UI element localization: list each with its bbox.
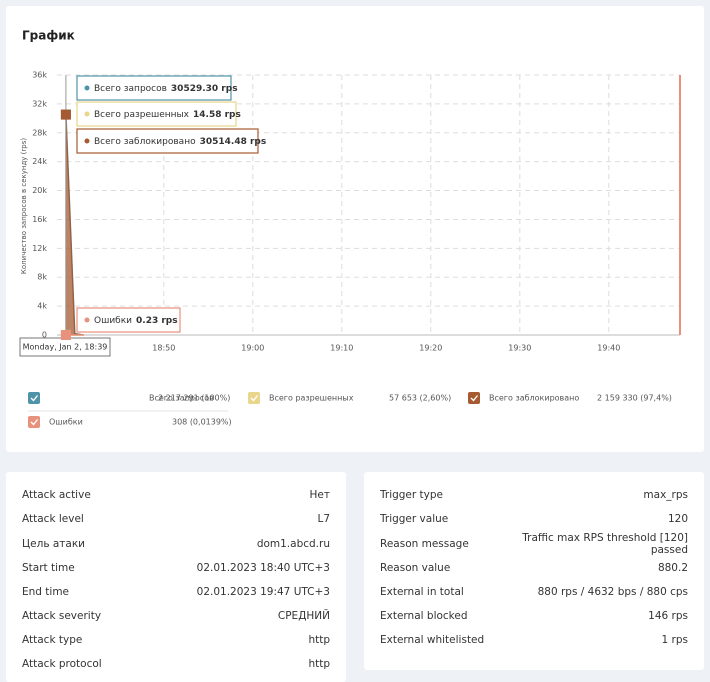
x-tick-label: 19:10 <box>330 344 353 353</box>
info-row: Attack active Нет <box>22 487 330 503</box>
info-row: Цель атаки dom1.abcd.ru <box>22 536 330 552</box>
info-row: Attack protocol http <box>22 656 330 672</box>
point-marker <box>61 330 71 340</box>
info-panel: Attack active Нет Attack level L7 Цель атаки… <box>6 472 346 682</box>
tooltip-name: Всего заблокировано <box>94 137 196 147</box>
tooltip-name: Всего разрешенных <box>94 110 190 120</box>
info-label: External whitelisted <box>380 634 484 646</box>
info-value: 880 rps / 4632 bps / 880 cps <box>538 586 688 598</box>
info-label: Start time <box>22 562 75 574</box>
tooltip-name: Ошибки <box>94 316 132 326</box>
legend-name: Всего заблокировано <box>489 394 579 403</box>
hover-label: Monday, Jan 2, 18:39 <box>23 343 108 352</box>
legend-total: 57 653 (2,60%) <box>389 394 451 403</box>
info-value: L7 <box>317 513 330 525</box>
tooltip-name: Всего запросов <box>94 84 167 94</box>
info-value: Нет <box>310 489 330 501</box>
legend-checkbox[interactable] <box>468 392 480 404</box>
info-value: 146 rps <box>648 610 688 622</box>
tooltip-value: 30529.30 rps <box>171 84 238 94</box>
legend-total: 2 159 330 (97,4%) <box>597 394 672 403</box>
y-tick-label: 20k <box>32 186 47 195</box>
info-value: 880.2 <box>658 562 688 574</box>
info-row: Attack level L7 <box>22 511 330 527</box>
info-value: max_rps <box>643 489 688 501</box>
info-row: Start time 02.01.2023 18:40 UTC+3 <box>22 560 330 576</box>
tooltip-dot <box>85 112 90 117</box>
tooltip-text: Ошибки 0.23 rps <box>94 316 178 326</box>
tooltip-value: 14.58 rps <box>193 110 241 120</box>
tooltip-dot <box>85 318 90 323</box>
legend-checkbox[interactable] <box>248 392 260 404</box>
info-label: Attack severity <box>22 610 101 622</box>
x-tick-label: 19:30 <box>508 344 531 353</box>
info-row: Attack type http <box>22 632 330 648</box>
info-label: Trigger type <box>380 489 443 501</box>
x-tick-label: 19:00 <box>241 344 264 353</box>
info-value: СРЕДНИЙ <box>278 610 330 622</box>
info-label: Reason message <box>380 538 469 550</box>
info-label: External blocked <box>380 610 468 622</box>
info-value: 02.01.2023 19:47 UTC+3 <box>197 586 330 598</box>
chart-card: График Количество запросов в секунду (rp… <box>6 6 704 452</box>
card-title: График <box>22 29 75 43</box>
tooltip-value: 0.23 rps <box>136 316 178 326</box>
tooltip-text: Всего запросов 30529.30 rps <box>94 84 238 94</box>
info-row: End time 02.01.2023 19:47 UTC+3 <box>22 584 330 600</box>
info-label: Attack type <box>22 634 82 646</box>
legend-checkbox[interactable] <box>28 392 40 404</box>
legend-total: 308 (0,0139%) <box>172 418 232 427</box>
info-row: Reason value 880.2 <box>380 560 688 576</box>
tooltip-text: Всего заблокировано 30514.48 rps <box>94 137 266 147</box>
info-label: Attack protocol <box>22 658 102 670</box>
tooltip-value: 30514.48 rps <box>200 137 267 147</box>
point-marker <box>61 110 71 120</box>
info-row: External in total 880 rps / 4632 bps / 88… <box>380 584 688 600</box>
info-value: 1 rps <box>662 634 688 646</box>
info-label: Attack active <box>22 489 91 501</box>
info-value: dom1.abcd.ru <box>257 538 330 550</box>
info-label: External in total <box>380 586 464 598</box>
info-label: Trigger value <box>380 513 448 525</box>
y-tick-label: 24k <box>32 157 47 166</box>
info-label: Цель атаки <box>22 538 85 550</box>
info-value: 02.01.2023 18:40 UTC+3 <box>197 562 330 574</box>
x-tick-label: 19:40 <box>597 344 620 353</box>
y-tick-label: 32k <box>32 99 47 108</box>
info-label: Reason value <box>380 562 450 574</box>
info-row: Trigger value 120 <box>380 511 688 527</box>
x-tick-label: 19:20 <box>419 344 442 353</box>
info-row: External blocked 146 rps <box>380 608 688 624</box>
legend-total: 2 217 291 (100%) <box>158 394 230 403</box>
legend-name: Всего разрешенных <box>269 394 354 403</box>
info-row: Attack severity СРЕДНИЙ <box>22 608 330 624</box>
y-tick-label: 16k <box>32 215 47 224</box>
y-tick-label: 8k <box>37 273 47 282</box>
info-value: 120 <box>668 513 688 525</box>
info-panel: Trigger type max_rps Trigger value 120 Reaso… <box>364 472 704 670</box>
info-row: Trigger type max_rps <box>380 487 688 503</box>
legend-name: Ошибки <box>49 418 83 427</box>
info-value: http <box>308 658 330 670</box>
y-tick-label: 4k <box>37 302 47 311</box>
y-axis-label: Количество запросов в секунду (rps) <box>20 138 28 274</box>
info-label: End time <box>22 586 69 598</box>
y-tick-label: 36k <box>32 71 47 80</box>
info-value: Traffic max RPS threshold [120] passed <box>518 532 688 556</box>
info-value: http <box>308 634 330 646</box>
x-tick-label: 18:50 <box>152 344 175 353</box>
chart: График Количество запросов в секунду (rp… <box>6 6 704 452</box>
legend-checkbox[interactable] <box>28 416 40 428</box>
tooltip-dot <box>85 139 90 144</box>
y-tick-label: 12k <box>32 244 47 253</box>
info-row: External whitelisted 1 rps <box>380 632 688 648</box>
tooltip-dot <box>85 86 90 91</box>
info-label: Attack level <box>22 513 84 525</box>
y-tick-label: 28k <box>32 128 47 137</box>
